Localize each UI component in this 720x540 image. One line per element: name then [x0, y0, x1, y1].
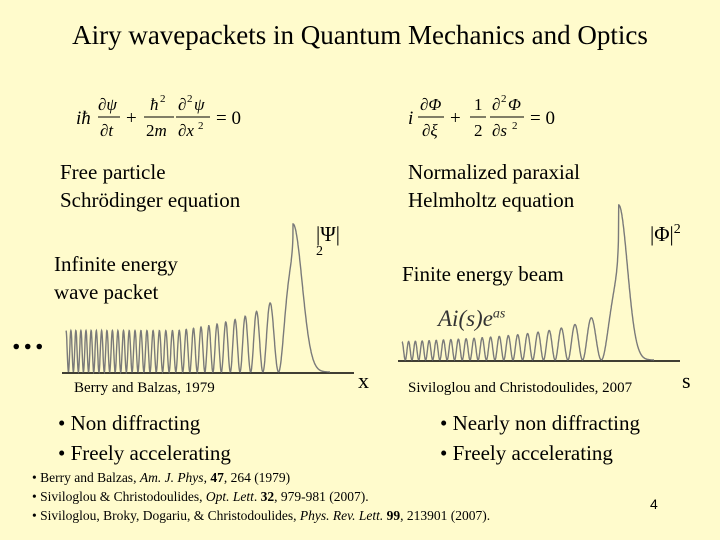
svg-text:1: 1 [474, 95, 483, 114]
svg-text:∂ξ: ∂ξ [422, 121, 438, 140]
svg-text:∂: ∂ [492, 95, 500, 114]
svg-text:∂ψ: ∂ψ [98, 95, 117, 114]
left-airy-curve [65, 223, 330, 375]
svg-text:2: 2 [474, 121, 483, 140]
svg-text:∂s: ∂s [492, 121, 507, 140]
reference-item: • Siviloglou & Christodoulides, Opt. Let… [32, 487, 490, 506]
right-plot [398, 204, 680, 362]
page-number: 4 [650, 496, 658, 512]
ref-journal: Opt. Lett [205, 489, 254, 504]
svg-text:ħ: ħ [150, 95, 159, 114]
svg-text:∂: ∂ [178, 95, 186, 114]
phi-exponent: 2 [673, 222, 681, 237]
svg-text:2m: 2m [146, 121, 167, 140]
ref-authors: • Berry and Balzas, [32, 470, 140, 485]
schrodinger-equation: iħ ∂ψ ∂t + ħ 2 2m ∂ 2 ψ ∂x 2 = 0 [76, 93, 241, 140]
reference-item: • Siviloglou, Broky, Dogariu, & Christod… [32, 506, 490, 525]
ref-volume: 47 [210, 470, 224, 485]
ref-pages: , 264 (1979) [223, 470, 291, 485]
ref-volume: 32 [260, 489, 275, 504]
svg-text:ψ: ψ [194, 95, 205, 114]
equation-label-line-1: Normalized paraxial [408, 160, 580, 184]
svg-text:iħ: iħ [76, 108, 91, 129]
equation-label-line-2: Helmholtz equation [408, 188, 575, 212]
ref-volume: 99 [386, 508, 401, 523]
bullet-item: • Nearly non diffracting [440, 411, 640, 435]
phi-label: |Φ| [650, 222, 674, 246]
right-bullets: • Nearly non diffracting • Freely accele… [440, 408, 640, 468]
bullet-item: • Freely accelerating [440, 441, 613, 465]
finite-energy-label: Finite energy beam [402, 262, 564, 286]
infinite-energy-label: Infinite energy wave packet [54, 250, 178, 306]
ref-authors: • Siviloglou & Christodoulides, [32, 489, 206, 504]
svg-text:2: 2 [198, 120, 204, 132]
svg-text:∂x: ∂x [178, 121, 194, 140]
ref-authors: • Siviloglou, Broky, Dogariu, & Christod… [32, 508, 300, 523]
phi-squared-label: |Φ|2 [650, 222, 681, 247]
ref-journal: Phys. Rev. Lett. [299, 508, 384, 523]
wave-label-line-2: wave packet [54, 280, 159, 304]
svg-text:2: 2 [501, 93, 507, 105]
reference-item: • Berry and Balzas, Am. J. Phys, 47, 264… [32, 468, 490, 487]
svg-text:2: 2 [187, 93, 193, 105]
left-plot [62, 223, 354, 375]
svg-text:2: 2 [160, 93, 166, 105]
svg-text:+: + [126, 108, 137, 129]
equation-label-line-2: Schrödinger equation [60, 188, 241, 212]
references-list: • Berry and Balzas, Am. J. Phys, 47, 264… [32, 468, 490, 525]
left-bullets: • Non diffracting • Freely accelerating [58, 408, 231, 468]
s-axis-label: s [682, 368, 691, 393]
left-citation: Berry and Balzas, 1979 [74, 380, 215, 396]
svg-text:∂t: ∂t [100, 121, 114, 140]
slide-title: Airy wavepackets in Quantum Mechanics an… [72, 20, 648, 50]
wave-label-line-1: Infinite energy [54, 252, 178, 276]
paraxial-equation: i ∂Φ ∂ξ + 1 2 ∂ 2 Φ ∂s 2 = 0 [408, 93, 555, 140]
svg-text:∂Φ: ∂Φ [420, 95, 441, 114]
right-citation: Siviloglou and Christodoulides, 2007 [408, 380, 633, 396]
paraxial-label: Normalized paraxial Helmholtz equation [408, 158, 580, 214]
right-airy-curve [401, 204, 654, 361]
airy-formula-exponent: as [492, 306, 506, 322]
x-axis-label: x [358, 368, 369, 393]
psi-label: |Ψ| [316, 222, 340, 246]
airy-formula-main: Ai(s)e [438, 306, 493, 331]
svg-text:2: 2 [512, 120, 518, 132]
psi-exponent: 2 [316, 244, 323, 259]
ref-journal: Am. J. Phys [139, 470, 204, 485]
airy-formula: Ai(s)eas [438, 306, 505, 332]
bullet-item: • Freely accelerating [58, 441, 231, 465]
svg-text:i: i [408, 108, 413, 129]
ref-sep: . [253, 489, 261, 504]
svg-text:+: + [450, 108, 461, 129]
free-particle-label: Free particle Schrödinger equation [60, 158, 240, 214]
psi-squared-label: |Ψ| [316, 222, 340, 247]
equation-label-line-1: Free particle [60, 160, 166, 184]
svg-text:= 0: = 0 [216, 108, 241, 129]
ref-sep: , [203, 470, 211, 485]
svg-text:= 0: = 0 [530, 108, 555, 129]
bullet-item: • Non diffracting [58, 411, 201, 435]
svg-text:Φ: Φ [508, 95, 521, 114]
ref-pages: , 213901 (2007). [400, 508, 491, 523]
ellipsis: ... [12, 320, 47, 357]
ref-pages: , 979-981 (2007). [274, 489, 369, 504]
